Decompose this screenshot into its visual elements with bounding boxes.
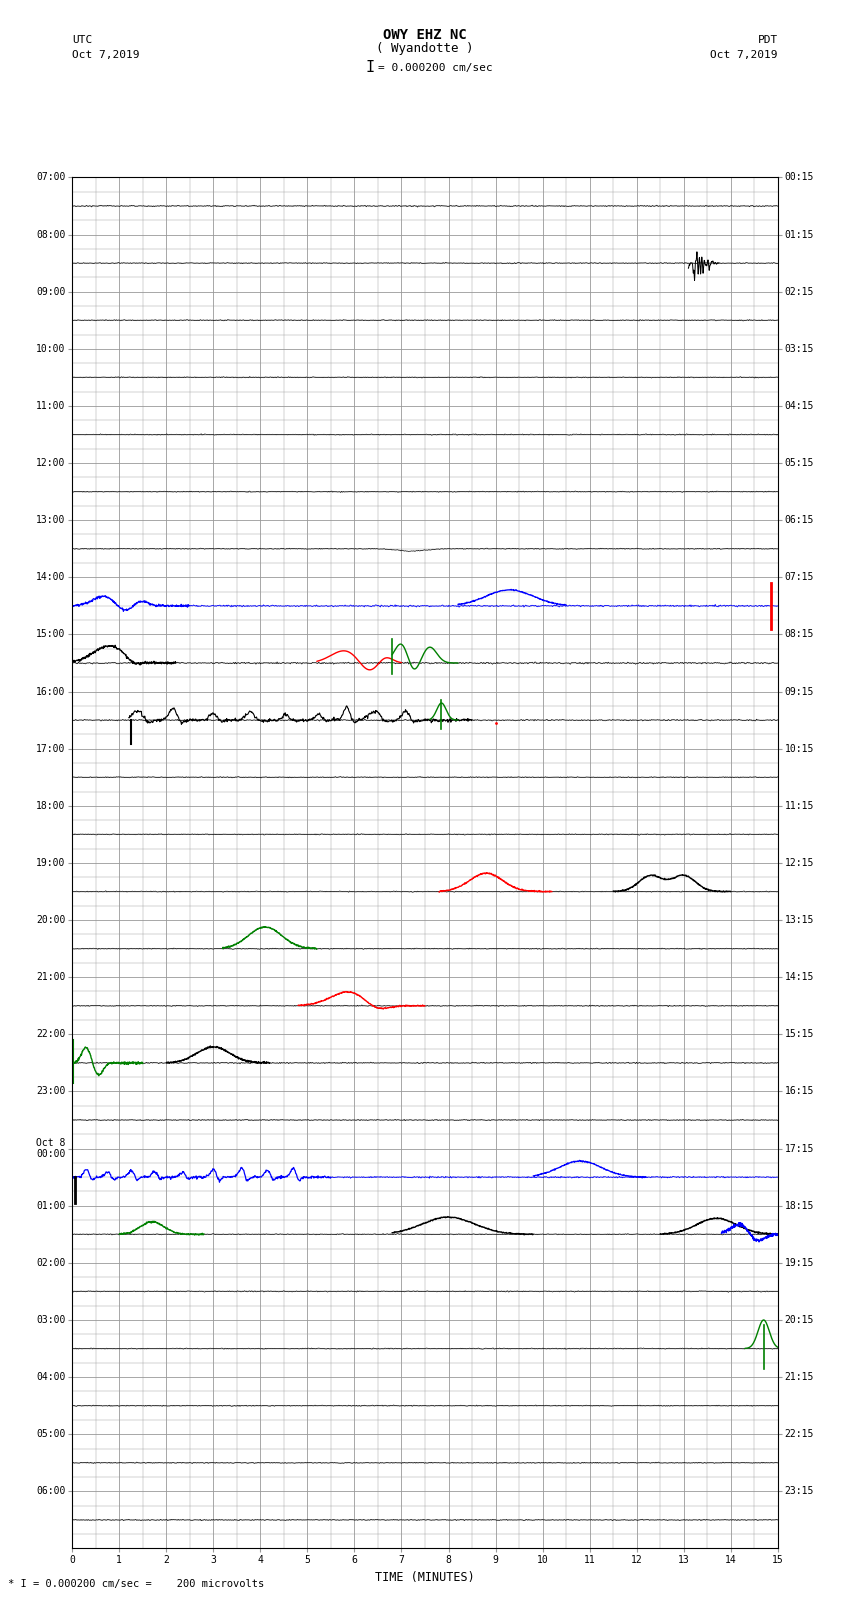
Text: PDT: PDT: [757, 35, 778, 45]
Text: I: I: [366, 60, 374, 76]
Text: Oct 7,2019: Oct 7,2019: [72, 50, 139, 60]
Text: Oct 7,2019: Oct 7,2019: [711, 50, 778, 60]
Text: ( Wyandotte ): ( Wyandotte ): [377, 42, 473, 55]
Text: = 0.000200 cm/sec: = 0.000200 cm/sec: [378, 63, 493, 73]
Text: UTC: UTC: [72, 35, 93, 45]
X-axis label: TIME (MINUTES): TIME (MINUTES): [375, 1571, 475, 1584]
Text: * I = 0.000200 cm/sec =    200 microvolts: * I = 0.000200 cm/sec = 200 microvolts: [8, 1579, 264, 1589]
Text: OWY EHZ NC: OWY EHZ NC: [383, 27, 467, 42]
